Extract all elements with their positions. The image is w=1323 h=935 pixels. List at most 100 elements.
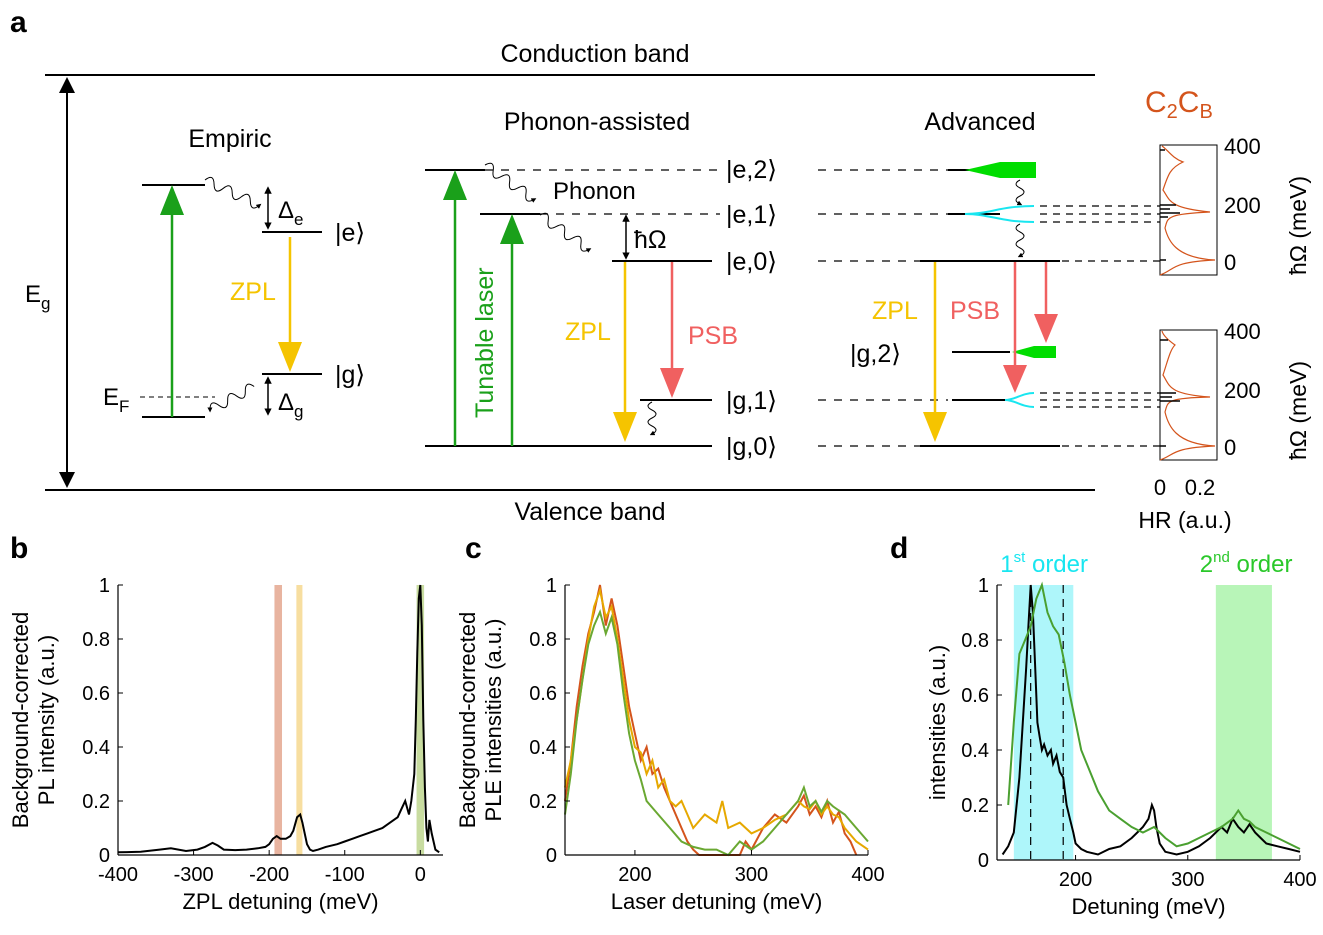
chart-b: 0 0.2 0.4 0.6 0.8 1 -400 -300 -200 -100 0 ZPL detun… xyxy=(8,575,443,914)
adv-psb-label: PSB xyxy=(950,297,1000,325)
inset-upper-curve xyxy=(1159,145,1216,276)
y-tick-label-2: 0.4 xyxy=(529,737,557,759)
inset-lower-curve xyxy=(1159,330,1216,461)
pa-zpl-arrowhead xyxy=(613,412,637,442)
empiric-green-arrowhead xyxy=(160,185,184,215)
conduction-band-label: Conduction band xyxy=(500,40,689,68)
svg-text:ħΩ (meV): ħΩ (meV) xyxy=(1285,361,1311,460)
pa-level-e0: |e,0⟩ xyxy=(726,248,777,276)
adv-g2-broadening xyxy=(1012,346,1056,358)
pa-laser-arrowhead-1 xyxy=(443,170,467,200)
x-tick-label-1: 300 xyxy=(735,864,768,886)
pa-level-g0: |g,0⟩ xyxy=(726,433,777,461)
x-tick-label-1: 300 xyxy=(1171,869,1204,891)
inset-xlabel: HR (a.u.) xyxy=(1138,507,1231,533)
pa-wavy-upper xyxy=(484,162,537,203)
empiric-lower-wavy xyxy=(207,383,255,413)
inset-xtick-0: 0 xyxy=(1154,475,1166,500)
series-line-0 xyxy=(117,584,440,854)
x-axis-label: Detuning (meV) xyxy=(1071,894,1225,919)
svg-text:400: 400 xyxy=(1224,134,1261,159)
x-tick-label-2: 400 xyxy=(1283,869,1316,891)
valence-band-label: Valence band xyxy=(514,498,665,526)
x-tick-label-0: 200 xyxy=(618,864,651,886)
y-tick-label-0: 0 xyxy=(978,850,989,872)
adv-zpl-arrowhead xyxy=(923,412,947,442)
adv-zpl-label: ZPL xyxy=(872,297,918,325)
inset-connectors xyxy=(1040,205,1160,447)
y-axis-label-line-0: Background-corrected xyxy=(8,612,33,828)
panel-c-label: c xyxy=(465,532,482,565)
delta-e-label: Δe xyxy=(278,197,304,229)
highlight-0 xyxy=(274,585,283,855)
y-tick-label-5: 1 xyxy=(99,575,110,597)
pa-psb-label: PSB xyxy=(688,322,738,350)
x-tick-label-2: -200 xyxy=(249,864,289,886)
x-tick-label-4: 0 xyxy=(415,864,426,886)
pa-level-e1: |e,1⟩ xyxy=(726,201,777,229)
empiric-title: Empiric xyxy=(188,125,271,153)
adv-wavy-2 xyxy=(1015,223,1025,258)
highlight-1 xyxy=(296,585,303,855)
adv-e2-broadening xyxy=(965,162,1036,178)
y-axis-label-line-1: PLE intensities (a.u.) xyxy=(481,619,506,822)
x-tick-label-1: -300 xyxy=(174,864,214,886)
second-order-label: 2nd order xyxy=(1200,549,1293,578)
y-axis-label: intensities (a.u.) xyxy=(925,645,950,800)
y-tick-label-1: 0.2 xyxy=(961,795,989,817)
pa-wavy-lower xyxy=(539,212,592,253)
y-tick-label-3: 0.6 xyxy=(961,685,989,707)
svg-text:200: 200 xyxy=(1224,378,1261,403)
y-tick-label-3: 0.6 xyxy=(82,683,110,705)
y-tick-label-2: 0.4 xyxy=(961,740,989,762)
adv-psb-arrowhead-1 xyxy=(1003,365,1027,393)
inset-title: C2CB xyxy=(1145,86,1213,123)
panel-a-label: a xyxy=(10,6,27,39)
y-tick-label-4: 0.8 xyxy=(529,629,557,651)
hbar-omega-label: ħΩ xyxy=(634,226,667,254)
ef-label: EF xyxy=(103,384,129,416)
series-line-1 xyxy=(1007,581,1301,850)
empiric-zpl-arrowhead xyxy=(278,342,302,372)
chart-c: 0 0.2 0.4 0.6 0.8 1 200 300 400 Laser detuning (m… xyxy=(455,575,885,914)
y-tick-label-5: 1 xyxy=(546,575,557,597)
advanced-title: Advanced xyxy=(924,108,1035,136)
pa-psb-arrowhead xyxy=(660,368,684,398)
svg-text:ħΩ (meV): ħΩ (meV) xyxy=(1285,176,1311,275)
phonon-assisted-title: Phonon-assisted xyxy=(504,108,690,136)
x-tick-label-0: -400 xyxy=(98,864,138,886)
panel-a: a Conduction band Valence band Eg Empiri… xyxy=(10,6,1311,533)
band-1 xyxy=(1215,585,1272,860)
x-tick-label-3: -100 xyxy=(325,864,365,886)
pa-level-e2: |e,2⟩ xyxy=(726,156,777,184)
panel-b-label: b xyxy=(10,532,28,565)
adv-wavy-1 xyxy=(1015,179,1025,206)
svg-text:200: 200 xyxy=(1224,193,1261,218)
y-axis-label-line-0: Background-corrected xyxy=(455,612,480,828)
y-tick-label-0: 0 xyxy=(546,845,557,867)
inset-lower: 400 200 0 ħΩ (meV) xyxy=(1159,319,1311,461)
state-g-label: |g⟩ xyxy=(335,361,365,389)
svg-text:0: 0 xyxy=(1224,435,1236,460)
y-tick-label-3: 0.6 xyxy=(529,683,557,705)
eg-label: Eg xyxy=(25,281,50,313)
panel-d-label: d xyxy=(890,532,908,565)
empiric-upper-wavy xyxy=(204,176,262,209)
chart-d: 0 0.2 0.4 0.6 0.8 1 200 300 400 Detuning (meV) int… xyxy=(925,549,1317,919)
series-line-2 xyxy=(564,608,869,857)
tunable-laser-label: Tunable laser xyxy=(471,267,499,418)
y-axis-label-line-1: PL intensity (a.u.) xyxy=(34,635,59,805)
y-tick-label-2: 0.4 xyxy=(82,737,110,759)
pa-laser-arrowhead-2 xyxy=(500,214,524,244)
state-e-label: |e⟩ xyxy=(335,219,365,247)
y-tick-label-5: 1 xyxy=(978,575,989,597)
adv-e1-broadening xyxy=(964,205,1035,223)
x-tick-label-0: 200 xyxy=(1059,869,1092,891)
x-axis-label: Laser detuning (meV) xyxy=(611,889,823,914)
delta-g-label: Δg xyxy=(278,389,304,421)
inset-xtick-1: 0.2 xyxy=(1185,475,1216,500)
y-tick-label-4: 0.8 xyxy=(961,630,989,652)
adv-g1-broadening xyxy=(1004,392,1035,408)
svg-text:0: 0 xyxy=(1224,250,1236,275)
